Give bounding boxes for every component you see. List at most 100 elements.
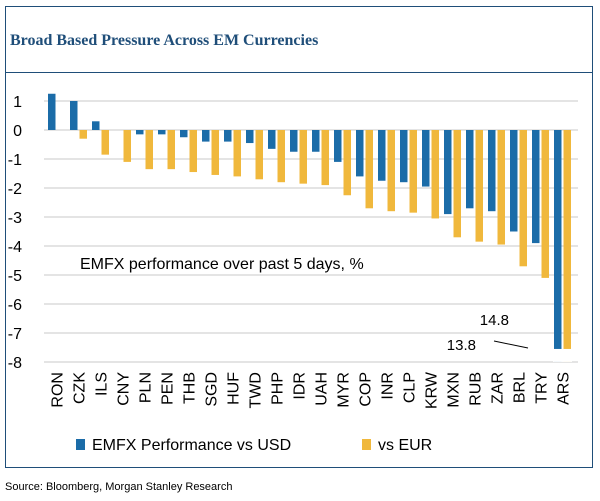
bar-twd-usd xyxy=(246,130,254,144)
y-tick-label: -7 xyxy=(8,326,22,343)
legend: EMFX Performance vs USD vs EUR xyxy=(76,437,432,454)
x-tick-ars: ARS xyxy=(556,372,573,405)
y-tick-label: -6 xyxy=(8,297,22,314)
bar-twd-eur xyxy=(255,130,263,180)
bar-ils-eur xyxy=(101,130,109,155)
bar-thb-usd xyxy=(180,130,188,138)
x-tick-krw: KRW xyxy=(424,371,441,409)
bar-clp-usd xyxy=(400,130,408,183)
bar-krw-eur xyxy=(431,130,439,219)
chart-annotation: EMFX performance over past 5 days, % xyxy=(80,256,364,273)
legend-swatch xyxy=(362,439,371,450)
x-axis-ticks: RON CZK ILS CNY PLN PEN THB SGD HUF TWD PHP IDR UAH M… xyxy=(50,371,573,409)
y-tick-label: -2 xyxy=(8,181,22,198)
break-label-usd: 13.8 xyxy=(447,337,476,354)
x-tick-ils: ILS xyxy=(94,372,111,396)
x-tick-pen: PEN xyxy=(160,372,177,405)
x-tick-uah: UAH xyxy=(314,372,331,406)
title-divider xyxy=(5,72,593,73)
bar-cop-eur xyxy=(365,130,373,209)
x-tick-clp: CLP xyxy=(402,372,419,403)
bar-mxn-eur xyxy=(453,130,461,238)
x-tick-ron: RON xyxy=(50,372,67,408)
x-tick-idr: IDR xyxy=(292,372,309,400)
x-tick-php: PHP xyxy=(270,372,287,405)
bar-inr-eur xyxy=(387,130,395,212)
x-tick-brl: BRL xyxy=(512,372,529,403)
axis-break-gap xyxy=(562,348,572,362)
bar-idr-usd xyxy=(290,130,298,152)
bar-ars-usd xyxy=(554,130,562,362)
bar-idr-eur xyxy=(299,130,307,184)
bar-zar-eur xyxy=(497,130,505,245)
bar-huf-eur xyxy=(233,130,241,177)
bar-pen-eur xyxy=(167,130,175,170)
x-tick-huf: HUF xyxy=(226,372,243,405)
x-tick-mxn: MXN xyxy=(446,372,463,408)
x-tick-try: TRY xyxy=(534,372,551,404)
legend-label: vs EUR xyxy=(378,437,432,454)
bar-krw-usd xyxy=(422,130,430,187)
y-tick-label: -3 xyxy=(8,210,22,227)
bar-myr-eur xyxy=(343,130,351,196)
bar-rub-eur xyxy=(475,130,483,242)
source-note: Source: Bloomberg, Morgan Stanley Resear… xyxy=(5,481,233,493)
x-tick-czk: CZK xyxy=(72,372,89,404)
x-tick-cny: CNY xyxy=(116,372,133,406)
x-tick-cop: COP xyxy=(358,372,375,407)
bar-brl-usd xyxy=(510,130,518,232)
bar-pen-usd xyxy=(158,130,166,135)
bar-try-usd xyxy=(532,130,540,244)
bar-ron-usd xyxy=(48,93,56,130)
x-tick-rub: RUB xyxy=(468,372,485,406)
bar-cop-usd xyxy=(356,130,364,177)
bar-chart: 1 0 -1 -2 -3 -4 -5 -6 -7 -8 RON CZK ILS CNY PLN PEN THB… xyxy=(8,93,578,454)
y-tick-label: 1 xyxy=(13,94,22,111)
bar-ils-usd xyxy=(92,121,100,130)
axis-break-gap xyxy=(553,348,563,362)
chart-title: Broad Based Pressure Across EM Currencie… xyxy=(10,32,319,49)
axis-break-labels: 14.813.8 xyxy=(447,312,529,354)
break-label-eur: 14.8 xyxy=(480,312,509,329)
bar-php-eur xyxy=(277,130,285,183)
bar-rub-usd xyxy=(466,130,474,209)
bar-ars-eur xyxy=(563,130,571,362)
bar-thb-eur xyxy=(189,130,197,173)
bar-uah-usd xyxy=(312,130,320,152)
bar-sgd-eur xyxy=(211,130,219,175)
bar-mxn-usd xyxy=(444,130,452,215)
y-tick-label: -8 xyxy=(8,355,22,372)
bar-sgd-usd xyxy=(202,130,210,142)
bar-brl-eur xyxy=(519,130,527,267)
y-tick-label: -5 xyxy=(8,268,22,285)
break-pointer xyxy=(493,340,529,349)
x-tick-twd: TWD xyxy=(248,372,265,408)
bar-cny-eur xyxy=(123,130,131,162)
bar-clp-eur xyxy=(409,130,417,213)
y-axis-ticks: 1 0 -1 -2 -3 -4 -5 -6 -7 -8 xyxy=(8,94,22,372)
x-tick-pln: PLN xyxy=(138,372,155,403)
bar-try-eur xyxy=(541,130,549,278)
y-tick-label: -4 xyxy=(8,239,22,256)
x-tick-inr: INR xyxy=(380,372,397,400)
bar-czk-eur xyxy=(79,130,87,139)
x-tick-sgd: SGD xyxy=(204,372,221,407)
legend-label: EMFX Performance vs USD xyxy=(92,437,291,454)
bar-inr-usd xyxy=(378,130,386,181)
bar-pln-eur xyxy=(145,130,153,170)
x-tick-myr: MYR xyxy=(336,372,353,408)
legend-swatch xyxy=(76,439,85,450)
bar-uah-eur xyxy=(321,130,329,186)
chart-frame xyxy=(5,6,593,468)
bar-php-usd xyxy=(268,130,276,149)
bar-pln-usd xyxy=(136,130,144,135)
bar-huf-usd xyxy=(224,130,232,142)
bar-zar-usd xyxy=(488,130,496,212)
y-tick-label: -1 xyxy=(8,152,22,169)
x-tick-thb: THB xyxy=(182,372,199,404)
x-tick-zar: ZAR xyxy=(490,372,507,404)
bar-series xyxy=(48,93,572,362)
bar-czk-usd xyxy=(70,101,78,130)
bar-myr-usd xyxy=(334,130,342,162)
y-tick-label: 0 xyxy=(13,123,22,140)
